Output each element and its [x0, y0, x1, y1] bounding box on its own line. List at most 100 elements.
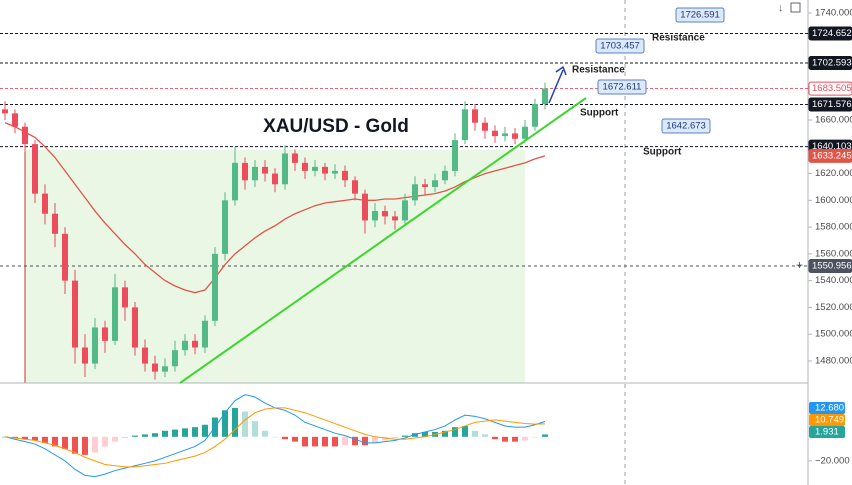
histogram-bar — [202, 424, 208, 437]
candle-body — [262, 166, 268, 174]
candle-body — [82, 347, 88, 364]
candle-body — [152, 363, 158, 372]
moving-average — [4, 122, 546, 294]
histogram-bar — [292, 436, 298, 442]
candle-body — [192, 340, 198, 348]
level-badge-label: 1683.505 — [812, 83, 852, 94]
scroll-icon[interactable]: ↓ — [778, 2, 784, 14]
note: Support — [643, 147, 682, 158]
y-tick-label: 1660.000 — [815, 115, 852, 126]
arrow — [548, 69, 564, 104]
candle-body — [142, 347, 148, 364]
y-tick-label: 1560.000 — [815, 248, 852, 259]
histogram-bar — [272, 436, 278, 438]
histogram-bar — [142, 434, 148, 437]
histogram-bar — [512, 436, 518, 442]
candle-body — [162, 366, 168, 372]
histogram-bar — [222, 410, 228, 437]
arrow-head — [555, 65, 567, 76]
candle-body — [362, 193, 368, 221]
candle-body — [532, 103, 538, 127]
histogram-bar — [322, 436, 328, 447]
candle-body — [402, 200, 408, 221]
histogram-bar — [282, 436, 288, 440]
maximize-icon[interactable] — [790, 2, 801, 13]
indicator-badge — [809, 402, 845, 414]
candle-body — [492, 130, 498, 137]
plot — [0, 33, 808, 478]
level-badge-label: 1671.576 — [812, 99, 852, 110]
histogram-bar — [122, 436, 128, 439]
y-tick-label: 1520.000 — [815, 302, 852, 313]
histogram-bar — [82, 436, 88, 455]
candle-body — [412, 184, 418, 201]
candle-body — [302, 162, 308, 171]
y-tick-label: 1500.000 — [815, 329, 852, 340]
candle-body — [232, 162, 238, 201]
candle-body — [92, 327, 98, 364]
histogram-bar — [342, 436, 348, 446]
y-tick-label: 1740.000 — [815, 7, 852, 18]
candle-body — [322, 166, 328, 174]
y-tick-label: 1580.000 — [815, 222, 852, 233]
level-badge-label: 1702.593 — [812, 58, 852, 69]
histogram-bar — [462, 425, 468, 437]
candle-body — [442, 170, 448, 181]
histogram-bar — [12, 436, 18, 439]
histogram-bar — [32, 436, 38, 441]
histogram-bar — [242, 411, 248, 437]
histogram-bar — [362, 436, 368, 446]
trendline — [179, 97, 587, 384]
histogram-bar — [502, 436, 508, 442]
candle-body — [112, 287, 118, 341]
histogram-bar — [52, 436, 58, 447]
histogram-bar — [472, 430, 478, 437]
price-label-box — [661, 118, 711, 134]
histogram-bar — [422, 431, 428, 437]
histogram-bar — [22, 436, 28, 440]
candle-body — [252, 166, 258, 181]
candle-body — [242, 162, 248, 181]
histogram-bar — [42, 436, 48, 443]
candle-body — [542, 88, 548, 104]
price-label: 1703.457 — [600, 41, 640, 52]
y-tick-label: 1600.000 — [815, 195, 852, 206]
y-tick-label: 1540.000 — [815, 275, 852, 286]
histogram-bar — [382, 436, 388, 441]
y-tick-label: 1480.000 — [815, 355, 852, 366]
histogram-bar — [482, 434, 488, 437]
level-badge — [808, 258, 852, 273]
histogram-bar — [312, 436, 318, 447]
candle-body — [472, 109, 478, 123]
candle-body — [522, 126, 528, 139]
price-label-box — [597, 79, 647, 95]
candle-body — [42, 193, 48, 214]
histogram-bar — [452, 427, 458, 437]
candle-body — [52, 213, 58, 234]
candle-body — [392, 216, 398, 221]
candle-body — [212, 253, 218, 321]
price-label: 1726.591 — [680, 10, 720, 21]
histogram-bar — [332, 436, 338, 447]
histogram-bar — [192, 427, 198, 437]
candle-body — [222, 200, 228, 254]
level-badge-label: 1724.652 — [812, 28, 852, 39]
indicator-badge-label: 1.931 — [815, 427, 839, 438]
indicator-badge-label: 10.749 — [815, 415, 844, 426]
candle-body — [202, 320, 208, 348]
histogram-bar — [182, 428, 188, 437]
histogram-bar — [262, 430, 268, 437]
level-badge — [808, 56, 852, 71]
histogram-bar — [412, 433, 418, 437]
candle-body — [282, 153, 288, 185]
histogram-bar — [442, 430, 448, 437]
histogram-bar — [92, 436, 98, 453]
y-tick-label: 1620.000 — [815, 168, 852, 179]
level-badge — [808, 26, 852, 41]
candle-body — [312, 166, 318, 171]
histogram-bar — [252, 421, 258, 437]
level-badge — [808, 148, 852, 163]
histogram-bar — [162, 430, 168, 437]
histogram-bar — [132, 435, 138, 437]
